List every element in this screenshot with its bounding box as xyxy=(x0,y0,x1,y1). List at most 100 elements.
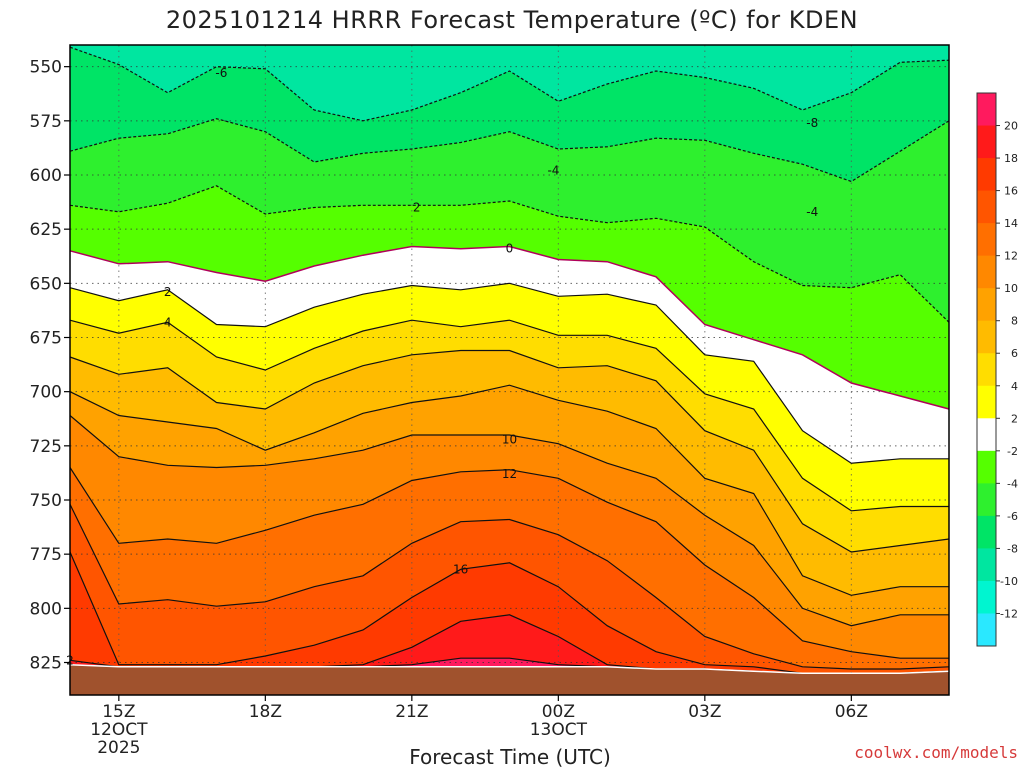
y-tick-label: 600 xyxy=(30,166,62,186)
colorbar-swatch xyxy=(977,125,996,159)
contour-label: -6 xyxy=(215,66,227,80)
colorbar-swatch xyxy=(977,548,996,582)
plot-frame xyxy=(69,44,950,696)
colorbar-label: 6 xyxy=(1011,347,1018,360)
contour-label: 2 xyxy=(413,201,421,215)
x-tick-label: 03Z xyxy=(688,702,721,722)
isotherm-line xyxy=(69,349,950,553)
isotherm-line xyxy=(69,319,949,512)
isotherm-line xyxy=(69,46,950,122)
colorbar-swatch xyxy=(977,613,996,647)
colorbar-frame xyxy=(976,92,997,647)
x-tick-label: 2025 xyxy=(97,738,140,758)
y-axis: 550 575 600 625 650 675 700 725 750 775 800 825 xyxy=(30,58,70,674)
credit-text: coolwx.com/models xyxy=(854,743,1018,762)
y-tick-label: 675 xyxy=(30,329,62,349)
colorbar-swatch xyxy=(977,450,996,484)
temperature-band xyxy=(70,415,949,659)
colorbar-swatch xyxy=(977,320,996,354)
ground-overlay xyxy=(70,664,949,695)
colorbar-swatch xyxy=(977,385,996,419)
x-tick-label: 21Z xyxy=(395,702,428,722)
y-tick-label: 550 xyxy=(30,58,62,78)
temperature-band xyxy=(70,283,949,511)
colorbar-legend: 20 18 16 14 12 10 8 6 4 2 -2 -4 -6 -8 -10 -12 xyxy=(976,92,1018,647)
isotherm-line xyxy=(69,185,950,323)
ground-edge xyxy=(69,663,950,675)
colorbar-label: -10 xyxy=(1000,575,1018,588)
isotherm-line xyxy=(69,118,950,183)
temperature-fill-bands xyxy=(70,45,949,695)
contour-label: -4 xyxy=(806,205,818,219)
x-tick-label: 13OCT xyxy=(530,720,588,740)
x-tick-label: 18Z xyxy=(249,702,282,722)
colorbar-label: -4 xyxy=(1007,477,1018,490)
colorbar-label: 16 xyxy=(1004,185,1018,198)
colorbar-label: 18 xyxy=(1004,152,1018,165)
temperature-band xyxy=(70,185,949,409)
y-tick-label: 800 xyxy=(30,599,62,619)
temperature-band xyxy=(70,467,949,669)
isotherm-contours xyxy=(69,46,950,695)
temperature-band xyxy=(70,350,949,596)
colorbar-swatch xyxy=(977,580,996,614)
colorbar-swatch xyxy=(977,288,996,322)
x-tick-label: 12OCT xyxy=(90,720,148,740)
temperature-band xyxy=(70,320,949,552)
colorbar-swatch xyxy=(977,515,996,549)
y-tick-label: 625 xyxy=(30,220,62,240)
y-tick-label: 750 xyxy=(30,491,62,511)
colorbar-label: 20 xyxy=(1004,120,1018,133)
colorbar-label: -2 xyxy=(1007,445,1018,458)
x-axis-title: Forecast Time (UTC) xyxy=(409,745,611,768)
colorbar-swatch xyxy=(977,483,996,517)
isotherm-line xyxy=(69,245,950,410)
y-tick-label: 575 xyxy=(30,112,62,132)
temperature-band xyxy=(70,552,949,674)
colorbar-label: -12 xyxy=(1000,607,1018,620)
contour-label: 12 xyxy=(502,467,517,481)
colorbar-label: 4 xyxy=(1011,380,1018,393)
y-tick-label: 650 xyxy=(30,274,62,294)
contour-label: 10 xyxy=(502,432,517,446)
x-tick-label: 06Z xyxy=(835,702,868,722)
contour-label: 2 xyxy=(164,285,172,299)
contour-label: 16 xyxy=(453,562,468,576)
y-tick-label: 700 xyxy=(30,383,62,403)
contour-label: -4 xyxy=(547,164,559,178)
temperature-band xyxy=(70,118,949,323)
colorbar-swatch xyxy=(977,353,996,387)
colorbar-swatch xyxy=(977,255,996,289)
isotherm-line xyxy=(69,384,949,596)
colorbar-swatch xyxy=(977,190,996,224)
temperature-band xyxy=(70,614,949,674)
temperature-band xyxy=(70,246,949,464)
chart-title: 2025101214 HRRR Forecast Temperature (ºC… xyxy=(166,6,858,34)
isotherm-line xyxy=(69,467,949,659)
x-tick-label: 00Z xyxy=(542,702,575,722)
colorbar-label: 8 xyxy=(1011,315,1018,328)
colorbar-swatch xyxy=(977,418,996,452)
colorbar-label: -6 xyxy=(1007,510,1018,523)
colorbar-label: 10 xyxy=(1004,282,1018,295)
isotherm-line xyxy=(69,504,950,670)
colorbar-swatch xyxy=(977,223,996,257)
y-tick-label: 775 xyxy=(30,545,62,565)
contour-label: 4 xyxy=(164,315,172,329)
colorbar-label: 12 xyxy=(1004,250,1018,263)
temperature-band xyxy=(70,385,949,626)
isotherm-line xyxy=(69,415,949,627)
x-tick-label: 15Z xyxy=(102,702,135,722)
isotherm-line xyxy=(69,282,949,464)
colorbar-label: -8 xyxy=(1007,542,1018,555)
contour-label: 0 xyxy=(506,242,514,256)
temperature-band xyxy=(70,47,949,182)
contour-label: -8 xyxy=(806,116,818,130)
temperature-band xyxy=(70,45,949,121)
colorbar-swatch xyxy=(977,158,996,192)
colorbar-label: 14 xyxy=(1004,217,1018,230)
colorbar-label: 2 xyxy=(1011,412,1018,425)
colorbar-swatch xyxy=(977,93,996,127)
